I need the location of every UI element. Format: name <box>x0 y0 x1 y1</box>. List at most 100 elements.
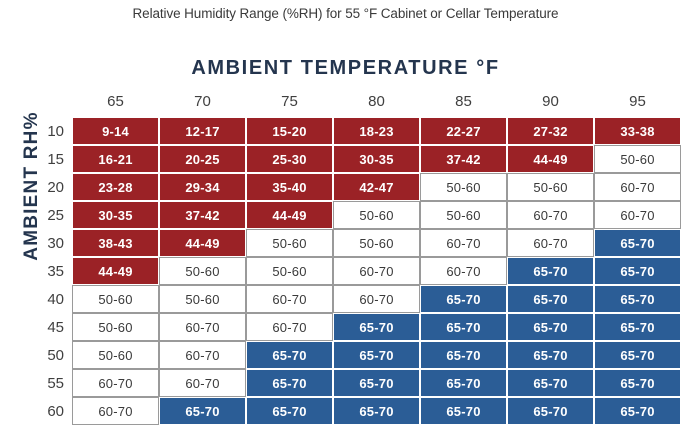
row-header-20: 20 <box>47 178 64 196</box>
matrix-cell: 65-70 <box>246 369 333 397</box>
matrix-cell: 44-49 <box>72 257 159 285</box>
column-header-70: 70 <box>194 93 211 110</box>
matrix-cell: 50-60 <box>594 145 681 173</box>
matrix-cell: 37-42 <box>159 201 246 229</box>
matrix-cell: 9-14 <box>72 117 159 145</box>
matrix-cell: 65-70 <box>333 397 420 425</box>
matrix-cell: 60-70 <box>333 285 420 313</box>
matrix-cell: 65-70 <box>246 397 333 425</box>
matrix-cell: 30-35 <box>72 201 159 229</box>
matrix-cell: 20-25 <box>159 145 246 173</box>
matrix-cell: 50-60 <box>420 201 507 229</box>
matrix-cell: 44-49 <box>159 229 246 257</box>
matrix-cell: 42-47 <box>333 173 420 201</box>
matrix-cell: 60-70 <box>246 285 333 313</box>
matrix-cell: 60-70 <box>594 201 681 229</box>
matrix-cell: 65-70 <box>594 341 681 369</box>
matrix-cell: 50-60 <box>333 201 420 229</box>
matrix-cell: 65-70 <box>507 313 594 341</box>
matrix-cell: 22-27 <box>420 117 507 145</box>
x-axis-title: AMBIENT TEMPERATURE °F <box>191 57 500 79</box>
matrix-cell: 50-60 <box>72 341 159 369</box>
matrix-cell: 60-70 <box>594 173 681 201</box>
matrix-cell: 23-28 <box>72 173 159 201</box>
matrix-cell: 60-70 <box>507 201 594 229</box>
matrix-cell: 27-32 <box>507 117 594 145</box>
matrix-cell: 37-42 <box>420 145 507 173</box>
column-header-95: 95 <box>629 93 646 110</box>
row-header-55: 55 <box>47 374 64 392</box>
matrix-cell: 65-70 <box>594 313 681 341</box>
matrix-cell: 65-70 <box>420 369 507 397</box>
matrix-cell: 65-70 <box>507 257 594 285</box>
row-header-45: 45 <box>47 318 64 336</box>
matrix-cell: 44-49 <box>507 145 594 173</box>
humidity-matrix: 9-14 12-17 15-20 18-23 22-27 27-32 33-38 16-21 2… <box>72 117 681 425</box>
matrix-cell: 50-60 <box>246 257 333 285</box>
matrix-cell: 65-70 <box>246 341 333 369</box>
column-header-85: 85 <box>455 93 472 110</box>
matrix-cell: 50-60 <box>246 229 333 257</box>
matrix-cell: 50-60 <box>159 285 246 313</box>
matrix-cell: 25-30 <box>246 145 333 173</box>
matrix-cell: 65-70 <box>594 285 681 313</box>
matrix-cell: 65-70 <box>594 369 681 397</box>
row-header-10: 10 <box>47 122 64 140</box>
matrix-cell: 60-70 <box>420 257 507 285</box>
matrix-cell: 60-70 <box>420 229 507 257</box>
matrix-cell: 65-70 <box>507 341 594 369</box>
row-header-40: 40 <box>47 290 64 308</box>
row-header-60: 60 <box>47 402 64 420</box>
matrix-cell: 65-70 <box>333 313 420 341</box>
column-header-90: 90 <box>542 93 559 110</box>
matrix-cell: 60-70 <box>159 341 246 369</box>
matrix-cell: 65-70 <box>507 397 594 425</box>
matrix-cell: 60-70 <box>159 313 246 341</box>
row-header-35: 35 <box>47 262 64 280</box>
matrix-cell: 18-23 <box>333 117 420 145</box>
matrix-cell: 35-40 <box>246 173 333 201</box>
matrix-cell: 60-70 <box>72 397 159 425</box>
matrix-cell: 65-70 <box>420 285 507 313</box>
row-header-15: 15 <box>47 150 64 168</box>
matrix-cell: 65-70 <box>507 369 594 397</box>
row-header-50: 50 <box>47 346 64 364</box>
matrix-cell: 65-70 <box>159 397 246 425</box>
column-header-65: 65 <box>107 93 124 110</box>
matrix-cell: 50-60 <box>72 285 159 313</box>
matrix-cell: 60-70 <box>159 369 246 397</box>
column-header-75: 75 <box>281 93 298 110</box>
matrix-cell: 50-60 <box>333 229 420 257</box>
matrix-cell: 65-70 <box>507 285 594 313</box>
page-title: Relative Humidity Range (%RH) for 55 °F … <box>132 6 559 21</box>
matrix-cell: 65-70 <box>420 397 507 425</box>
matrix-cell: 38-43 <box>72 229 159 257</box>
matrix-cell: 60-70 <box>246 313 333 341</box>
matrix-cell: 16-21 <box>72 145 159 173</box>
row-header-25: 25 <box>47 206 64 224</box>
row-header-column: 10 15 20 25 30 35 40 45 50 55 60 <box>28 117 68 425</box>
matrix-cell: 50-60 <box>72 313 159 341</box>
matrix-cell: 44-49 <box>246 201 333 229</box>
matrix-cell: 50-60 <box>507 173 594 201</box>
column-header-row: 65 70 75 80 85 90 95 <box>72 90 681 114</box>
matrix-cell: 12-17 <box>159 117 246 145</box>
matrix-cell: 50-60 <box>420 173 507 201</box>
matrix-cell: 60-70 <box>72 369 159 397</box>
matrix-cell: 65-70 <box>420 341 507 369</box>
matrix-cell: 29-34 <box>159 173 246 201</box>
matrix-cell: 60-70 <box>507 229 594 257</box>
matrix-cell: 15-20 <box>246 117 333 145</box>
column-header-80: 80 <box>368 93 385 110</box>
matrix-cell: 65-70 <box>333 369 420 397</box>
matrix-cell: 65-70 <box>333 341 420 369</box>
matrix-cell: 65-70 <box>594 257 681 285</box>
matrix-cell: 50-60 <box>159 257 246 285</box>
matrix-cell: 33-38 <box>594 117 681 145</box>
matrix-cell: 65-70 <box>594 229 681 257</box>
matrix-cell: 30-35 <box>333 145 420 173</box>
matrix-cell: 65-70 <box>594 397 681 425</box>
matrix-cell: 65-70 <box>420 313 507 341</box>
matrix-cell: 60-70 <box>333 257 420 285</box>
row-header-30: 30 <box>47 234 64 252</box>
